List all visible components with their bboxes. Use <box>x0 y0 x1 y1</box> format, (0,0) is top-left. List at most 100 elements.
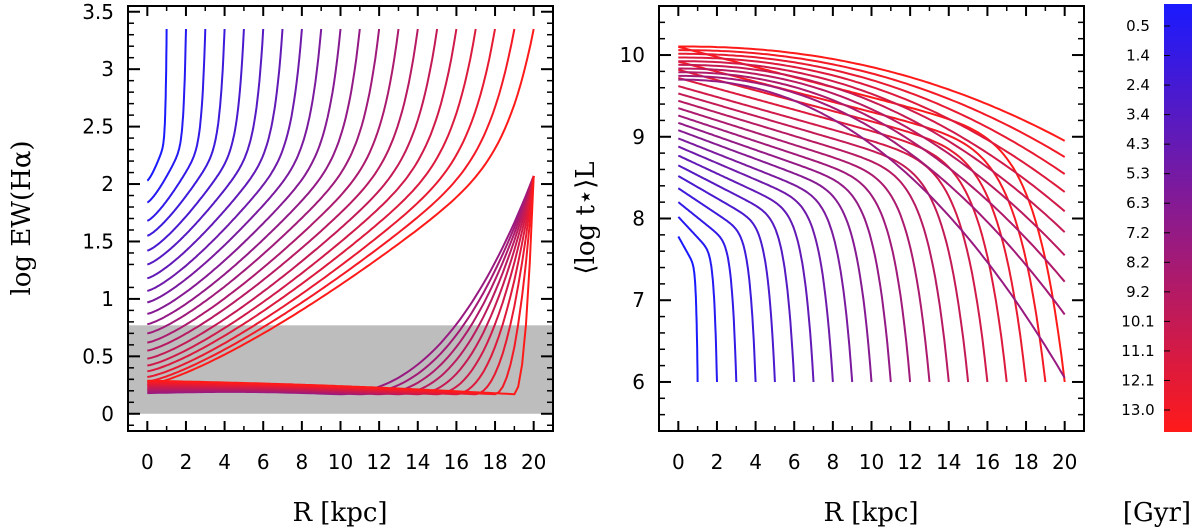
left-series-line <box>147 28 361 326</box>
right-series-line <box>677 145 834 383</box>
right-series-line <box>677 154 815 383</box>
right-old-series-line <box>678 60 1066 213</box>
shaded-band <box>128 325 553 414</box>
left-series-line <box>147 28 496 378</box>
left-ticks: 0 2 4 6 8 10 12 14 16 18 20 0 0.5 1 1.5 2 2.5 3 3.5 <box>82 0 554 474</box>
left-series-line <box>147 28 342 315</box>
left-series-line <box>147 28 303 292</box>
colorbar-tick-label: 12.1 <box>1121 371 1154 389</box>
right-series-line <box>677 121 892 383</box>
colorbar: 0.5 1.4 2.4 3.4 4.3 5.3 6.3 7.2 8.2 9.2 10.1 11.1 12… <box>1121 4 1192 528</box>
left-x-tick-label: 6 <box>257 450 270 474</box>
right-y-tick-label: 9 <box>632 125 645 149</box>
left-x-axis-title: R [kpc] <box>292 498 387 528</box>
left-x-tick-label: 8 <box>295 450 308 474</box>
colorbar-tick-label: 7.2 <box>1126 224 1150 242</box>
right-old-series-line <box>678 49 1066 158</box>
left-series-line <box>147 28 535 387</box>
right-series-line <box>677 114 912 383</box>
right-series-line <box>678 92 970 383</box>
left-y-tick-label: 2 <box>101 172 114 196</box>
left-series-line <box>147 28 265 266</box>
left-series-line <box>147 28 419 352</box>
left-series-line <box>147 28 516 383</box>
right-series-line <box>678 85 989 383</box>
right-y-tick-label: 8 <box>632 207 645 231</box>
left-series-line <box>147 28 458 367</box>
right-series-line <box>677 137 854 383</box>
right-old-series-line <box>678 78 1066 379</box>
right-x-tick-label: 20 <box>1052 450 1077 474</box>
right-x-axis-title: R [kpc] <box>823 498 918 528</box>
right-ticks: 0 2 4 6 8 10 12 14 16 18 20 6 7 8 9 10 <box>620 6 1085 474</box>
right-x-tick-label: 12 <box>897 450 922 474</box>
left-series-line <box>146 28 168 182</box>
right-x-tick-label: 8 <box>826 450 839 474</box>
left-y-tick-label: 1.5 <box>82 229 114 253</box>
left-series-line <box>147 28 226 237</box>
left-y-tick-label: 3 <box>101 57 114 81</box>
colorbar-tick-label: 13.0 <box>1121 401 1154 419</box>
right-y-tick-label: 10 <box>620 43 645 67</box>
right-x-tick-label: 14 <box>936 450 961 474</box>
right-old-series-line <box>678 45 1066 142</box>
left-floor-series-line <box>147 175 535 396</box>
left-y-tick-label: 1 <box>101 287 114 311</box>
left-x-tick-label: 18 <box>482 450 507 474</box>
colorbar-tick-label: 8.2 <box>1126 253 1150 271</box>
right-series-line <box>678 107 931 383</box>
left-x-tick-label: 14 <box>405 450 430 474</box>
right-old-series-line <box>678 71 1066 283</box>
left-series-line <box>147 28 439 360</box>
colorbar-gradient <box>1164 4 1192 432</box>
right-series-line <box>677 235 699 383</box>
right-old-series-line <box>678 63 1066 233</box>
colorbar-tick-label: 1.4 <box>1126 47 1150 65</box>
colorbar-tick-labels: 0.5 1.4 2.4 3.4 4.3 5.3 6.3 7.2 8.2 9.2 10.1 11.1 12… <box>1121 17 1170 419</box>
right-series-line <box>677 187 757 383</box>
colorbar-tick-label: 4.3 <box>1126 135 1150 153</box>
left-x-tick-label: 20 <box>521 450 546 474</box>
left-series-line <box>146 28 245 252</box>
right-series-line <box>677 164 796 383</box>
right-old-series-line <box>678 52 1066 175</box>
left-y-tick-label: 0.5 <box>82 344 114 368</box>
right-series-line <box>677 201 738 383</box>
right-y-tick-label: 7 <box>632 288 645 312</box>
left-x-tick-label: 2 <box>180 450 193 474</box>
right-series-line <box>677 216 718 383</box>
left-y-axis-title: log EW(Hα) <box>7 140 37 295</box>
colorbar-tick-label: 11.1 <box>1121 342 1154 360</box>
right-old-series-line <box>678 67 1066 256</box>
left-x-tick-label: 0 <box>141 450 154 474</box>
colorbar-tick-label: 6.3 <box>1126 194 1150 212</box>
right-x-tick-label: 10 <box>859 450 884 474</box>
right-panel: 0 2 4 6 8 10 12 14 16 18 20 6 7 8 9 10 R [kpc] ⟨log t⋆⟩… <box>571 5 1085 528</box>
left-series-line <box>147 28 323 304</box>
right-old-series-line <box>678 56 1066 193</box>
right-series-line <box>677 175 776 383</box>
right-x-tick-label: 6 <box>788 450 801 474</box>
right-y-axis-title: ⟨log t⋆⟩L <box>571 161 601 274</box>
left-series-line <box>147 28 284 280</box>
colorbar-tick-label: 3.4 <box>1126 106 1150 124</box>
right-x-tick-label: 16 <box>975 450 1000 474</box>
right-series-line <box>678 45 1066 383</box>
colorbar-tick-label: 0.5 <box>1126 17 1150 35</box>
left-y-tick-label: 3.5 <box>82 0 114 24</box>
left-series-line <box>147 28 400 344</box>
right-x-tick-label: 18 <box>1013 450 1038 474</box>
right-x-tick-label: 4 <box>749 450 762 474</box>
left-x-tick-label: 10 <box>328 450 353 474</box>
right-x-tick-label: 2 <box>711 450 724 474</box>
colorbar-tick-label: 5.3 <box>1126 165 1150 183</box>
right-x-tick-label: 0 <box>672 450 685 474</box>
left-panel: 0 2 4 6 8 10 12 14 16 18 20 0 0.5 1 1.5 2 2.5 3 3.5 R [kpc… <box>7 0 554 528</box>
left-curves <box>146 28 535 396</box>
right-curves <box>677 45 1066 383</box>
right-old-series-line <box>678 74 1066 316</box>
colorbar-tick-label: 9.2 <box>1126 283 1150 301</box>
left-y-tick-label: 2.5 <box>82 115 114 139</box>
colorbar-unit-label: [Gyr] <box>1123 498 1191 528</box>
colorbar-tick-label: 10.1 <box>1121 312 1154 330</box>
